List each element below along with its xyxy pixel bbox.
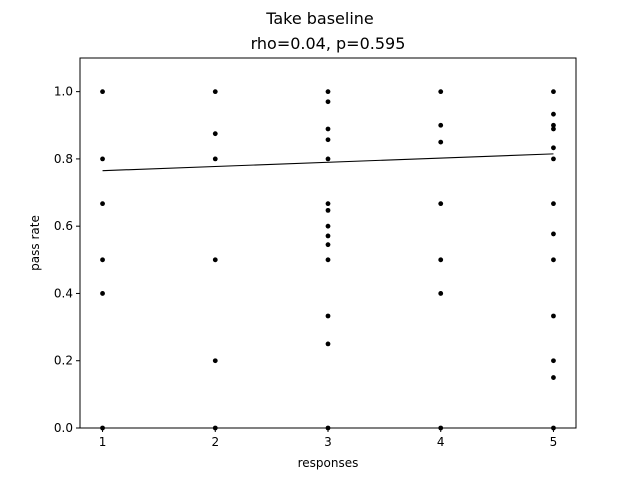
chart-subtitle: rho=0.04, p=0.595 — [251, 34, 406, 53]
data-points — [100, 89, 556, 431]
data-point — [551, 425, 556, 431]
data-point — [212, 425, 218, 431]
data-point — [325, 126, 331, 132]
x-tick-label: 4 — [437, 435, 445, 449]
data-point — [100, 425, 105, 431]
data-point — [438, 257, 444, 263]
data-point — [438, 89, 444, 95]
data-point — [551, 126, 556, 132]
y-tick-label: 0.0 — [54, 421, 73, 435]
data-point — [100, 156, 105, 162]
data-point — [551, 201, 556, 207]
data-point — [438, 425, 444, 431]
data-point — [438, 201, 444, 207]
data-point — [551, 145, 556, 151]
x-axis-label: responses — [298, 456, 359, 470]
data-point — [325, 201, 331, 207]
trend-line — [102, 153, 554, 172]
data-point — [100, 257, 105, 263]
data-point — [325, 233, 331, 239]
data-point — [325, 223, 331, 229]
data-point — [100, 291, 105, 296]
data-point — [325, 89, 331, 95]
x-tick-label: 3 — [324, 435, 332, 449]
data-point — [551, 231, 556, 237]
data-point — [212, 131, 218, 137]
y-axis-label: pass rate — [28, 215, 42, 271]
chart-title: Take baseline — [265, 9, 374, 28]
data-point — [551, 257, 556, 263]
data-point — [325, 341, 331, 347]
data-point — [325, 313, 331, 319]
data-point — [438, 139, 444, 145]
data-point — [212, 257, 218, 263]
y-tick-label: 0.4 — [54, 286, 73, 300]
data-point — [551, 375, 556, 380]
data-point — [551, 313, 556, 319]
data-point — [325, 242, 331, 248]
data-point — [325, 207, 331, 213]
data-point — [551, 122, 556, 128]
data-point — [551, 358, 556, 364]
data-point — [325, 257, 331, 263]
data-point — [212, 156, 218, 162]
y-tick-label: 0.8 — [54, 152, 73, 166]
data-point — [212, 89, 218, 95]
data-point — [551, 111, 556, 117]
data-point — [325, 425, 331, 431]
data-point — [438, 291, 444, 296]
data-point — [100, 201, 105, 207]
data-point — [100, 89, 105, 95]
x-tick-label: 1 — [99, 435, 107, 449]
trend-line-group — [102, 153, 554, 172]
y-tick-label: 1.0 — [54, 85, 73, 99]
data-point — [551, 156, 556, 162]
y-tick-label: 0.2 — [54, 354, 73, 368]
data-point — [325, 156, 331, 162]
data-point — [325, 137, 331, 143]
data-point — [325, 99, 331, 105]
data-point — [438, 122, 444, 128]
y-tick-label: 0.6 — [54, 219, 73, 233]
data-point — [212, 358, 218, 364]
x-tick-label: 2 — [211, 435, 219, 449]
x-tick-label: 5 — [550, 435, 558, 449]
data-point — [551, 89, 556, 95]
